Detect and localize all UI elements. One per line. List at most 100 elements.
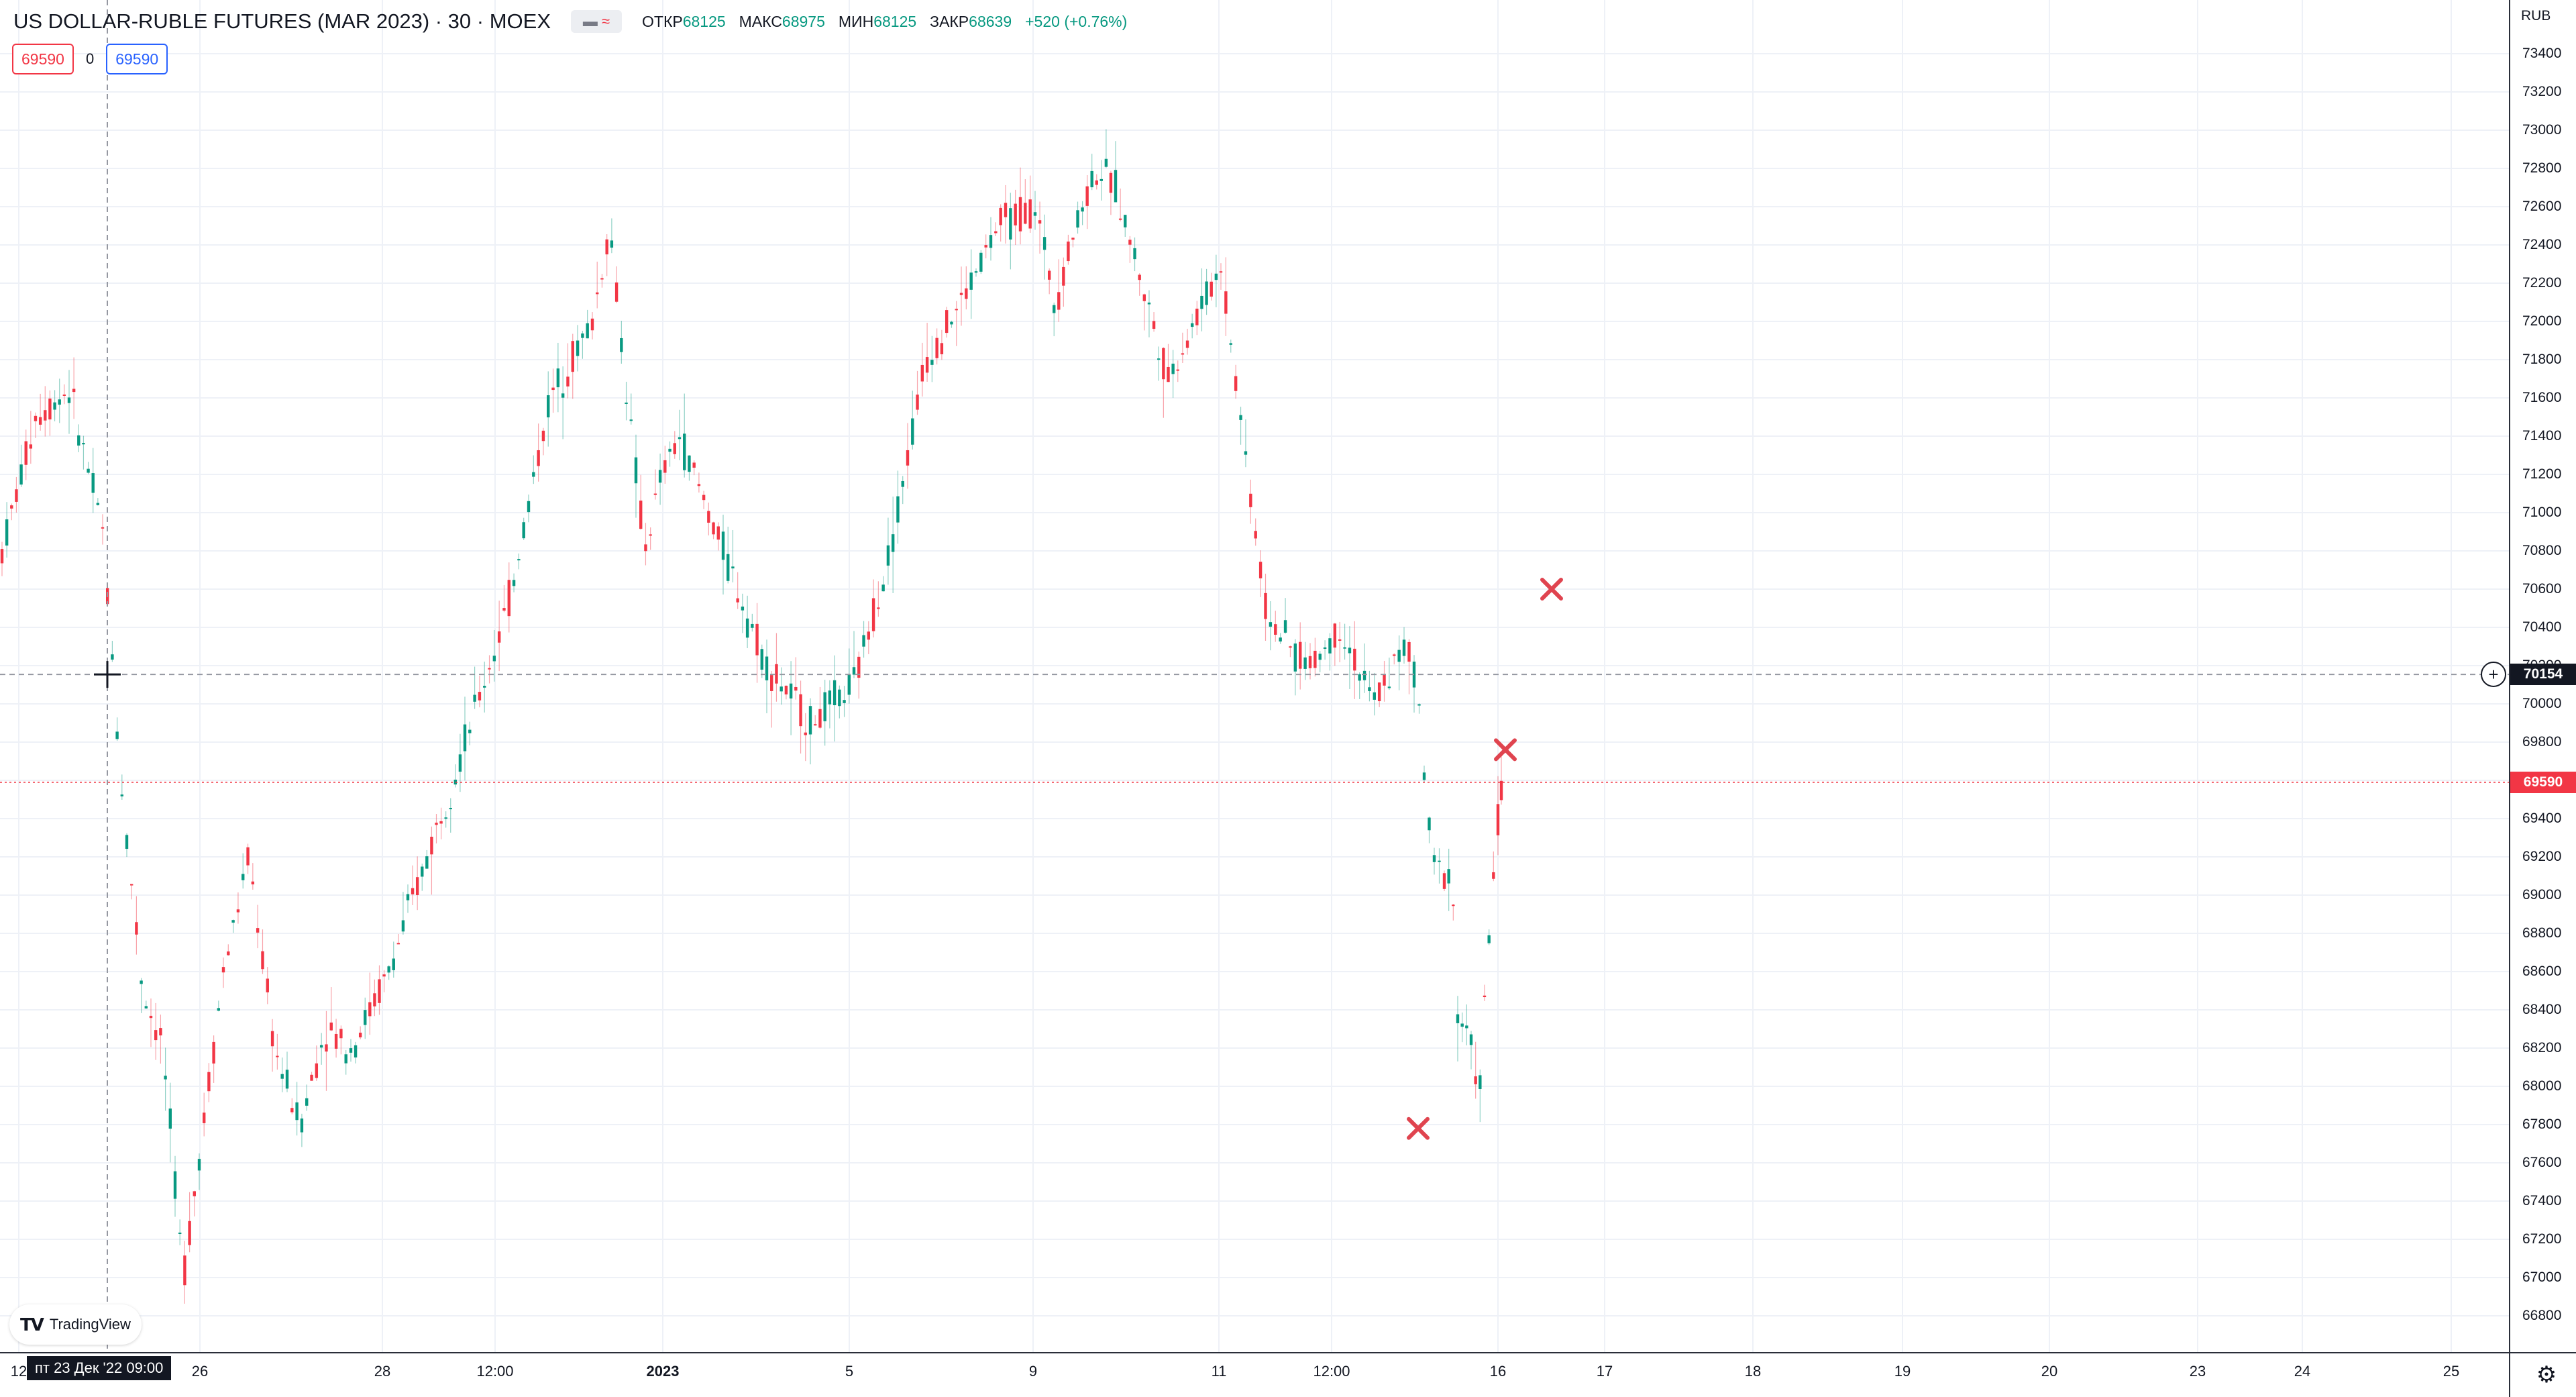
candle-body [29,444,33,449]
candle-body [1428,817,1431,831]
chart-pane[interactable]: US DOLLAR-RUBLE FUTURES (MAR 2023) · 30 … [0,0,2509,1352]
candle-up [468,721,472,745]
candle-down [716,522,720,551]
candle-body [683,433,686,470]
candle-down [804,713,807,762]
time-tick: 12:00 [476,1363,514,1380]
candle-down [1474,1041,1477,1099]
candle-body [852,667,856,675]
candle-body [1176,369,1179,371]
candle-up [295,1082,299,1136]
candle-body [1303,657,1307,669]
candle-up [625,381,628,421]
candle-up [1318,651,1322,672]
candle-up [1076,201,1079,234]
sell-button[interactable]: 69590 [12,44,74,74]
candle-down [315,1045,319,1081]
candle-body [315,1063,319,1078]
candle-up [483,662,486,713]
candle-up [1402,627,1406,664]
gear-icon[interactable]: ⚙ [2536,1362,2557,1388]
add-alert-plus-icon[interactable]: + [2481,662,2506,688]
candle-down [712,521,715,539]
candle-body [24,441,28,465]
candle-up [144,1000,148,1009]
candle-body [780,686,783,692]
candle-up [847,648,851,704]
candle-body [566,376,570,386]
candle-up [629,393,633,425]
buy-button[interactable]: 69590 [106,44,168,74]
candle-up [862,621,865,658]
candle-up [125,833,129,858]
candle-down [38,393,42,431]
candle-body [1076,210,1079,228]
candle-down [551,368,555,413]
candle-down [261,929,264,974]
candle-up [1042,214,1046,280]
candle-body [453,779,458,785]
candle-body [896,496,900,523]
candle-up [1303,641,1307,680]
axis-currency[interactable]: RUB [2521,8,2551,23]
candle-body [581,333,584,338]
candle-body [955,309,958,311]
candle-body [886,545,890,566]
candle-body [502,608,506,611]
candle-up [1279,633,1282,644]
chart-canvas[interactable] [0,0,2509,1352]
candle-body [1214,273,1218,280]
candle-down [994,222,998,236]
price-tick: 68200 [2522,1040,2562,1055]
price-axis[interactable]: RUB 73400 73200 73000 72800 72600 72400 72200 7… [2509,0,2576,1352]
candle-body [614,282,619,302]
candle-body [1279,637,1282,642]
candle-body [620,338,623,352]
candle-body [1496,804,1500,835]
candle-body [994,231,998,234]
candle-up [620,321,623,364]
candle-body [784,685,788,694]
candle-body [1483,995,1487,998]
tradingview-logo[interactable]: 𝗧𝗩 TradingView [9,1304,142,1345]
candle-down [72,357,76,419]
time-axis[interactable]: 12 26 28 12:00 2023 5 9 11 12:00 16 17 18 19 20 23 24 25… [0,1352,2509,1397]
candle-up [1009,193,1012,270]
candle-body [847,674,851,695]
candle-up [58,378,61,423]
candle-up [344,1049,347,1075]
candle-up [82,435,85,470]
candle-up [241,853,245,889]
price-tick: 71000 [2522,505,2562,520]
candle-down [920,342,924,397]
candle-body [1195,309,1199,325]
candle-body [473,694,476,702]
candle-down [639,474,643,530]
candle-up [1157,346,1161,381]
candle-body [135,922,138,935]
last-price-label: 69590 [2510,771,2576,793]
candle-body [1447,869,1450,884]
candle-up [1479,1069,1482,1123]
candle-up [217,1000,220,1012]
candle-up [492,630,496,682]
candle-body [629,419,633,421]
candle-down [430,826,433,895]
candle-up [1368,670,1371,702]
candle-body [67,397,71,403]
candle-body [270,1031,274,1047]
candle-up [1487,929,1491,945]
candle-body [0,549,4,564]
candle-down [325,1011,328,1091]
candle-up [1460,1013,1464,1043]
candle-down [334,1019,338,1058]
candle-body [760,649,763,670]
candle-body [159,1028,162,1036]
candle-down [0,541,4,576]
legend-toggle-pill[interactable]: ▬ ≈ [571,10,623,33]
candle-body [1387,686,1391,688]
candle-up [1432,847,1436,875]
candle-up [1200,268,1203,331]
candle-down [1004,185,1008,244]
symbol-title[interactable]: US DOLLAR-RUBLE FUTURES (MAR 2023) · 30 … [13,9,551,33]
